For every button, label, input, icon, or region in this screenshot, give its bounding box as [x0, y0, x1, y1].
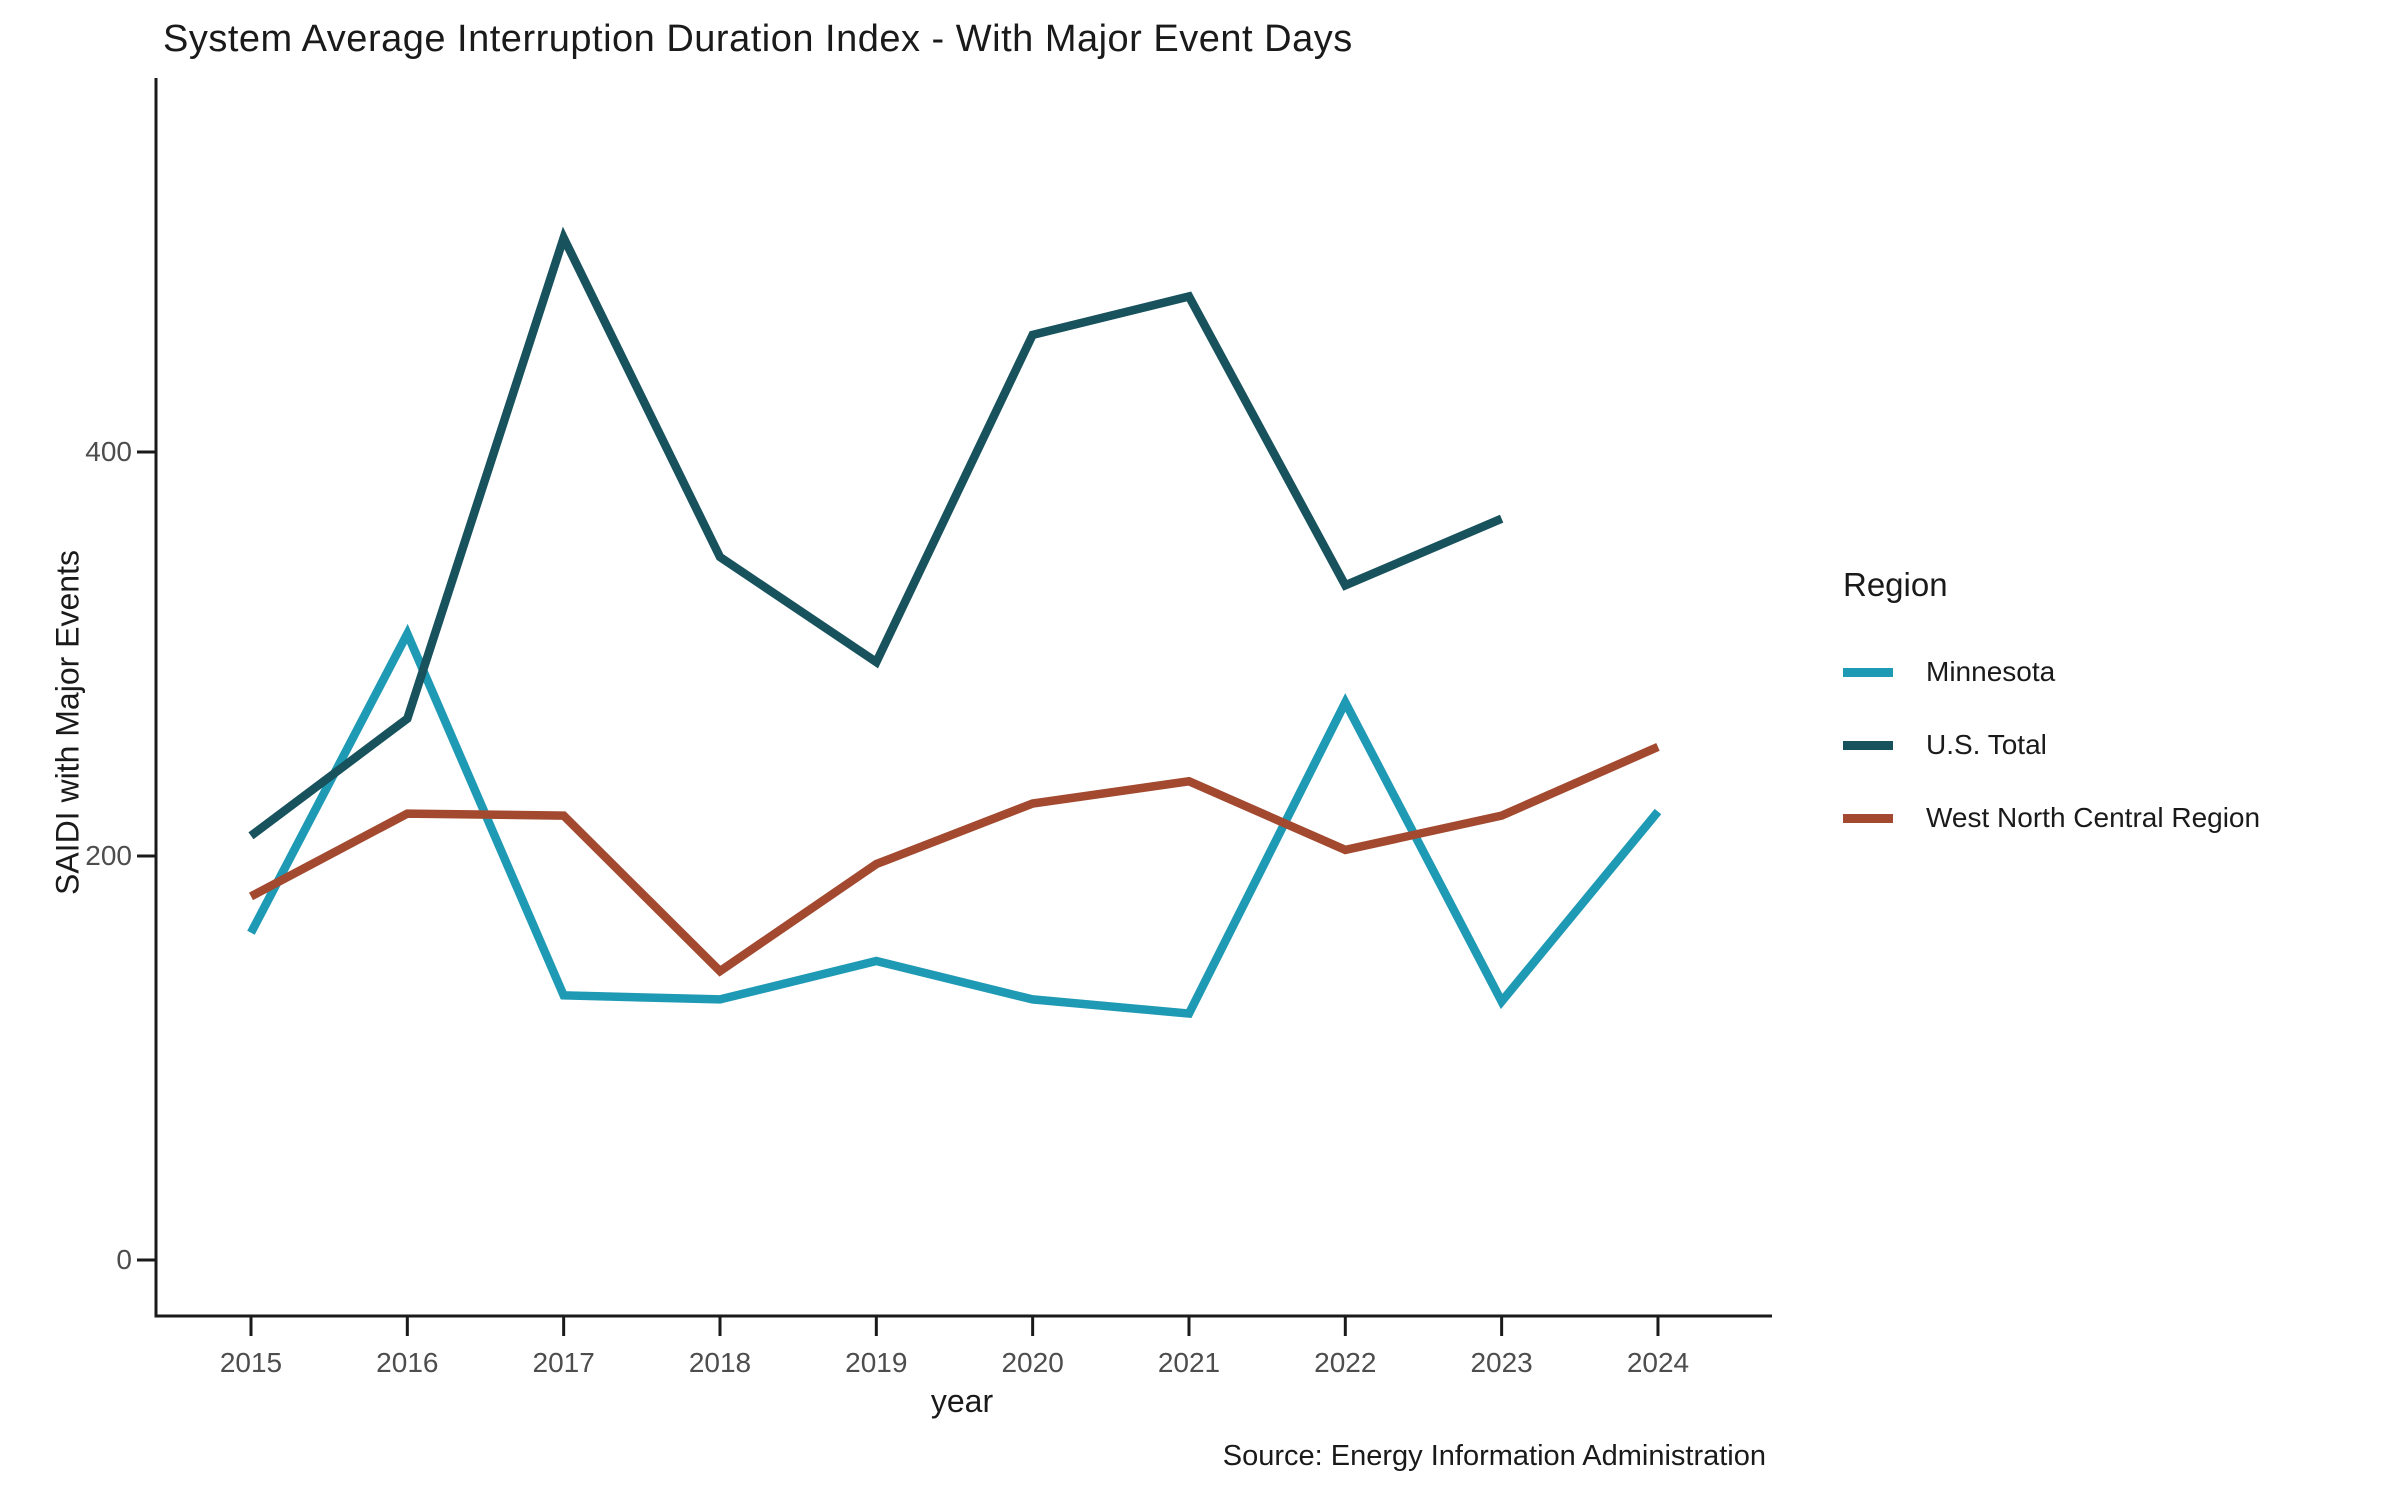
legend-item-u-s-total: U.S. Total	[1840, 727, 2047, 763]
legend-item-minnesota: Minnesota	[1840, 654, 2055, 690]
legend-swatch-icon	[1843, 667, 1893, 677]
legend-label: Minnesota	[1926, 656, 2056, 687]
x-tick-label-2020: 2020	[1001, 1347, 1064, 1378]
series-line-u-s-total	[248, 226, 1504, 840]
x-tick-label-2024: 2024	[1626, 1347, 1690, 1378]
x-tick-label-2018: 2018	[688, 1347, 752, 1378]
y-tick-label-0: 0	[116, 1244, 132, 1275]
legend-item-west-north-central-region: West North Central Region	[1840, 800, 2260, 836]
y-axis-title: SAIDI with Major Events	[49, 550, 86, 895]
x-tick-label-2019: 2019	[845, 1347, 908, 1378]
source-caption: Source: Energy Information Administratio…	[1222, 1440, 1766, 1472]
series-line-west-north-central-region	[249, 743, 1660, 977]
chart-title: System Average Interruption Duration Ind…	[163, 18, 1353, 60]
x-tick-label-2022: 2022	[1314, 1347, 1377, 1378]
legend-swatch-icon	[1843, 740, 1893, 750]
legend-label: U.S. Total	[1926, 729, 2047, 760]
x-axis-title: year	[930, 1383, 994, 1419]
legend-title: Region	[1843, 566, 1948, 603]
x-tick-label-2023: 2023	[1470, 1347, 1533, 1378]
x-tick-label-2017: 2017	[532, 1347, 595, 1378]
x-tick-label-2015: 2015	[219, 1347, 283, 1378]
y-tick-label-400: 400	[85, 436, 132, 467]
legend-label: West North Central Region	[1926, 802, 2261, 833]
x-tick-label-2016: 2016	[376, 1347, 439, 1378]
legend: Region Minnesota U.S. Total West North Cen…	[1840, 566, 2400, 833]
legend-swatch-icon	[1843, 813, 1893, 823]
x-tick-label-2021: 2021	[1157, 1347, 1221, 1378]
y-tick-label-200: 200	[85, 840, 132, 871]
